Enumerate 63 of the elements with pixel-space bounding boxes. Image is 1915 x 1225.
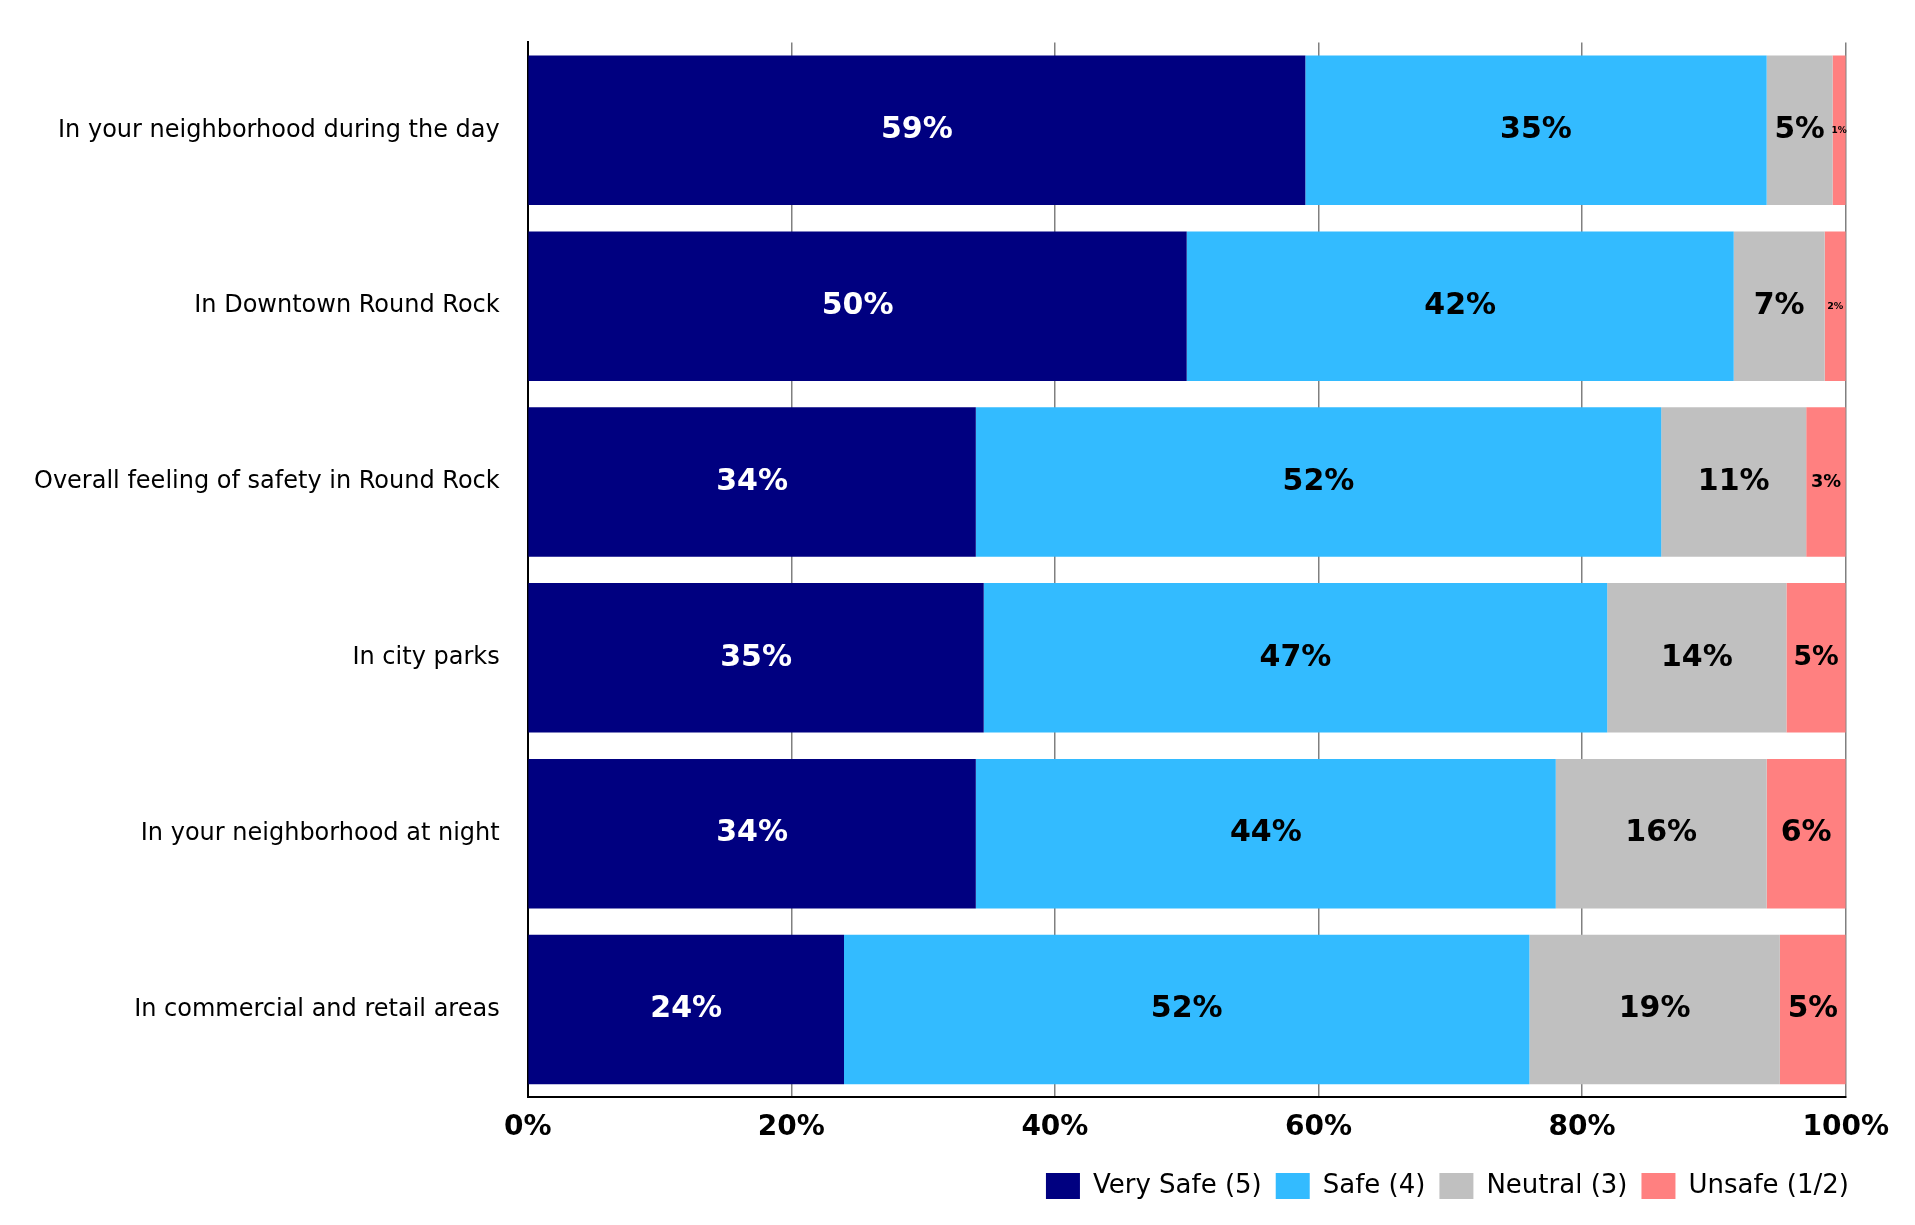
bar bbox=[975, 758, 1556, 909]
data-label: 19% bbox=[1618, 989, 1691, 1025]
data-label: 35% bbox=[720, 637, 792, 673]
bar bbox=[1806, 407, 1846, 557]
data-label: 5% bbox=[1774, 110, 1825, 146]
bar bbox=[528, 55, 1306, 206]
data-label: 42% bbox=[1424, 285, 1497, 321]
x-tick-label: 60% bbox=[1285, 1109, 1353, 1143]
y-tick-label: In your neighborhood during the day bbox=[58, 114, 500, 143]
bar bbox=[983, 583, 1608, 733]
data-label: 35% bbox=[1500, 110, 1572, 146]
x-tick-label: 100% bbox=[1802, 1109, 1890, 1143]
bar bbox=[1824, 231, 1846, 381]
data-label: 52% bbox=[1150, 989, 1223, 1025]
bar bbox=[528, 934, 845, 1085]
data-label: 5% bbox=[1787, 989, 1838, 1025]
data-label: 44% bbox=[1229, 813, 1302, 849]
y-tick-label: Overall feeling of safety in Round Rock bbox=[34, 466, 500, 495]
data-label: 1% bbox=[1831, 124, 1847, 135]
y-tick-label: In commercial and retail areas bbox=[134, 993, 500, 1022]
data-label: 24% bbox=[650, 989, 723, 1025]
data-label: 14% bbox=[1660, 637, 1733, 673]
data-label: 16% bbox=[1625, 813, 1698, 849]
legend-label: Safe (4) bbox=[1322, 1168, 1426, 1199]
bar bbox=[975, 407, 1662, 557]
legend-label: Very Safe (5) bbox=[1092, 1168, 1262, 1199]
data-label: 50% bbox=[821, 285, 894, 321]
y-tick-label: In your neighborhood at night bbox=[140, 817, 500, 846]
bar bbox=[1555, 758, 1767, 909]
bar bbox=[844, 934, 1530, 1085]
x-tick-label: 40% bbox=[1021, 1109, 1089, 1143]
data-label: 11% bbox=[1697, 461, 1770, 497]
x-tick-label: 80% bbox=[1548, 1109, 1616, 1143]
data-label: 34% bbox=[716, 813, 789, 849]
bar bbox=[528, 407, 976, 557]
y-tick-label: In city parks bbox=[352, 642, 500, 671]
bar bbox=[1186, 231, 1734, 381]
data-label: 47% bbox=[1259, 637, 1332, 673]
bar bbox=[1766, 758, 1846, 909]
data-label: 7% bbox=[1753, 285, 1805, 321]
data-label: 34% bbox=[716, 461, 789, 497]
bar bbox=[1529, 934, 1780, 1085]
bar bbox=[1607, 583, 1787, 733]
data-label: 2% bbox=[1827, 299, 1844, 311]
data-label: 59% bbox=[880, 110, 953, 146]
bar bbox=[1779, 934, 1846, 1085]
x-tick-label: 20% bbox=[757, 1109, 825, 1143]
bar bbox=[1786, 583, 1846, 733]
bar bbox=[528, 583, 984, 733]
bar bbox=[528, 231, 1187, 381]
bar bbox=[1305, 55, 1767, 206]
x-tick-label: 0% bbox=[503, 1109, 552, 1143]
bar bbox=[528, 758, 976, 909]
data-label: 52% bbox=[1282, 461, 1355, 497]
data-label: 6% bbox=[1780, 813, 1832, 849]
y-tick-label: In Downtown Round Rock bbox=[194, 290, 500, 319]
legend-label: Neutral (3) bbox=[1486, 1168, 1628, 1199]
legend-label: Unsafe (1/2) bbox=[1688, 1168, 1850, 1199]
bar bbox=[1766, 55, 1833, 206]
data-label: 5% bbox=[1793, 639, 1839, 671]
bar bbox=[1661, 407, 1807, 557]
bar bbox=[1733, 231, 1825, 381]
data-label: 3% bbox=[1810, 469, 1842, 491]
